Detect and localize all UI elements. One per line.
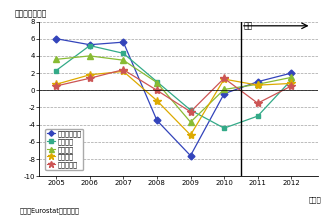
Text: （前年比、％）: （前年比、％） bbox=[14, 9, 47, 18]
Text: 資料：Eurostatから作成。: 資料：Eurostatから作成。 bbox=[20, 207, 80, 214]
Text: 予測: 予測 bbox=[244, 21, 253, 30]
Legend: アイルランド, ギリシャ, スペイン, イタリア, ポルトガル: アイルランド, ギリシャ, スペイン, イタリア, ポルトガル bbox=[46, 129, 84, 170]
Text: （年）: （年） bbox=[308, 197, 321, 203]
